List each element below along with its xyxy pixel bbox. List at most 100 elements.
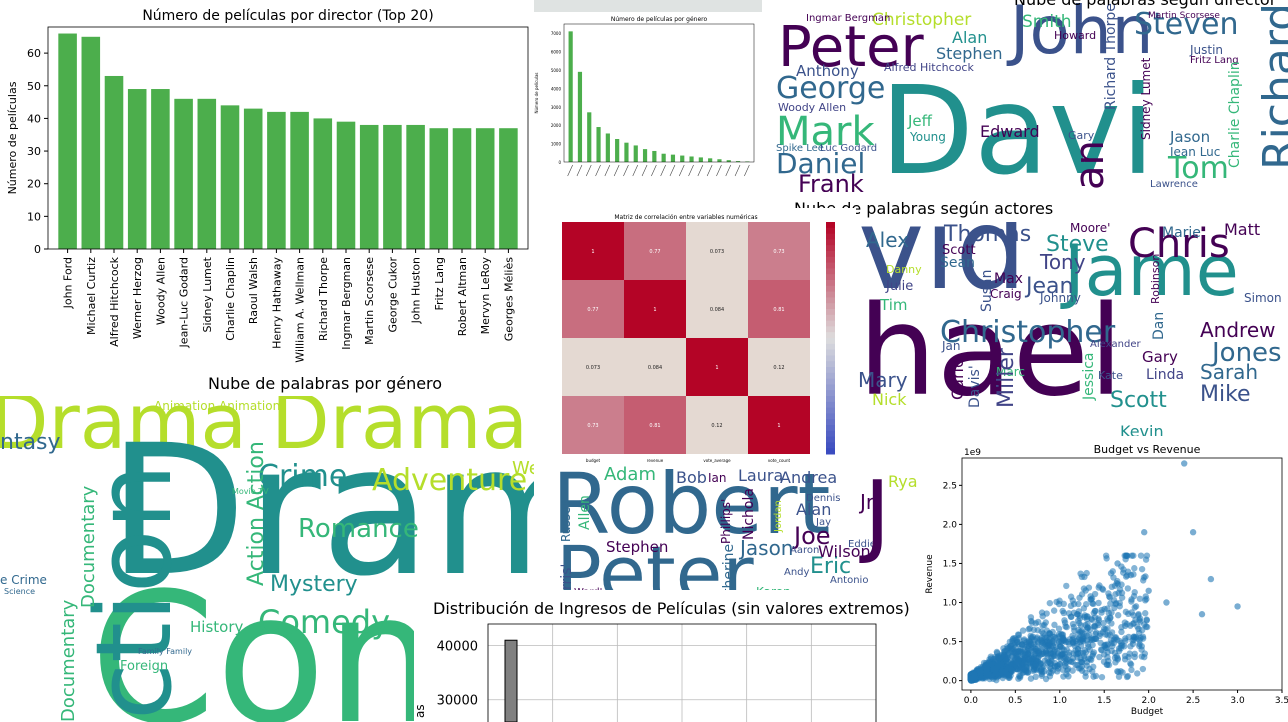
- scatter-point: [1063, 670, 1070, 678]
- y-axis-label-partial: as: [414, 704, 427, 718]
- y-axis-label: Revenue: [925, 554, 935, 594]
- y-tick-label: 10: [27, 210, 41, 223]
- y-axis-label: Número de películas: [6, 81, 19, 194]
- word-cloud-word: Lawrence: [1150, 179, 1198, 190]
- scatter-point: [1070, 600, 1078, 608]
- x-tick-label: vote_average: [703, 458, 731, 463]
- scatter-point: [1015, 647, 1023, 655]
- scatter-point: [1046, 630, 1053, 637]
- word-cloud-word: Alan: [952, 28, 988, 47]
- word-cloud-word: Nick: [872, 390, 907, 409]
- x-tick-label-mark: [576, 164, 583, 177]
- scatter-point: [1084, 624, 1091, 631]
- word-cloud-word: Martin Scorsese: [1148, 11, 1220, 21]
- chart-title: Matriz de correlación entre variables nu…: [614, 214, 757, 221]
- scatter-point: [1108, 629, 1116, 636]
- heatmap-cell-label: 1: [653, 307, 656, 313]
- y-axis-label: Número de películas: [534, 72, 539, 113]
- scatter-point: [1092, 629, 1100, 636]
- scatter-point: [1057, 643, 1064, 650]
- word-cloud-word: Jason: [1170, 128, 1211, 146]
- word-cloud-word: Christopher: [940, 315, 1116, 350]
- word-cloud-word: Johnny: [1040, 291, 1081, 305]
- scatter-point: [1032, 660, 1040, 668]
- heatmap-cell: [686, 338, 748, 396]
- word-cloud-word: Carlo: [948, 358, 967, 400]
- actor-word-cloud: vid hael Jame Chris Christopher Thomas Steve Al…: [856, 222, 1288, 436]
- scatter-point: [1142, 593, 1149, 600]
- scatter-point: [1087, 655, 1094, 663]
- word-cloud-word: Documentary: [58, 599, 79, 722]
- word-cloud-word: Smith: [1022, 12, 1072, 32]
- scatter-point: [1107, 600, 1114, 607]
- scatter-point: [1135, 612, 1142, 619]
- word-cloud-word: e Crime: [0, 573, 47, 587]
- heatmap-cell-label: 0.084: [648, 365, 662, 371]
- word-cloud-word: Allen: [577, 495, 593, 530]
- scatter-point: [1118, 594, 1126, 601]
- bar: [596, 127, 601, 162]
- scatter-point: [1121, 643, 1128, 650]
- bar: [642, 149, 648, 162]
- word-cloud-word: Frank: [798, 170, 864, 192]
- bar: [499, 128, 518, 249]
- word-cloud-word: Mike: [1200, 382, 1251, 407]
- actor-cloud-title: Nube de palabras según actores: [794, 199, 1054, 218]
- word-cloud-word: Jean Luc: [1170, 145, 1221, 159]
- scatter-point: [998, 653, 1005, 660]
- heatmap-cell-label: 0.73: [587, 423, 598, 429]
- scatter-point: [1127, 571, 1135, 579]
- word-cloud-word: Documentary: [78, 485, 99, 608]
- word-cloud-word: Adam: [604, 464, 656, 485]
- scatter-point: [1008, 666, 1016, 674]
- scatter-point: [1046, 599, 1054, 607]
- colorbar-segment: [826, 320, 835, 327]
- colorbar-segment: [826, 436, 835, 443]
- bar: [689, 156, 694, 162]
- scatter-point: [1098, 673, 1106, 681]
- x-tick-label: Ingmar Bergman: [340, 257, 353, 350]
- bar: [290, 111, 309, 249]
- scatter-point: [1127, 660, 1134, 667]
- y-tick-label: 30000: [437, 694, 478, 709]
- colorbar-segment: [826, 367, 835, 374]
- scatter-point: [1089, 641, 1096, 649]
- colorbar-segment: [826, 430, 835, 438]
- scatter-point: [1145, 587, 1152, 594]
- x-tick-label-mark: [567, 164, 573, 177]
- word-cloud-word: Davis': [967, 365, 983, 408]
- scatter-point: [1198, 611, 1206, 618]
- y-tick-label: 0: [558, 160, 561, 165]
- scatter-point: [1082, 669, 1089, 676]
- x-tick-label: John Ford: [62, 257, 75, 309]
- scatter-point: [1136, 595, 1144, 602]
- scatter-point: [1121, 652, 1129, 660]
- x-tick-label: 0.0: [964, 696, 979, 706]
- word-cloud-word: an: [1067, 140, 1113, 190]
- word-cloud-word: Mystery: [270, 572, 358, 597]
- scatter-point: [1118, 628, 1125, 636]
- y-tick-label: 40000: [437, 640, 478, 655]
- word-cloud-word: John: [1010, 0, 1154, 69]
- genre-count-chart: Número de películas por género Número de …: [532, 0, 768, 196]
- scatter-point: [1137, 552, 1145, 559]
- word-cloud-word: hael: [858, 280, 1124, 424]
- word-cloud-word: Russell': [559, 496, 573, 542]
- word-cloud-word: Alex: [866, 228, 910, 252]
- word-cloud-word: Max: [994, 271, 1023, 287]
- colorbar-segment: [826, 401, 835, 409]
- word-cloud-word: Movie TV: [232, 487, 269, 496]
- revenue-histogram: Distribución de Ingresos de Películas (s…: [414, 590, 920, 722]
- plot-frame: [487, 623, 877, 722]
- scatter-point: [1055, 625, 1063, 632]
- colorbar-segment: [826, 396, 835, 403]
- heatmap-cell: [748, 222, 810, 280]
- word-cloud-word: Marc: [996, 365, 1025, 379]
- heatmap-cell: [562, 280, 624, 338]
- chart-title: Distribución de Ingresos de Películas (s…: [433, 599, 910, 618]
- scatter-point: [1114, 654, 1121, 662]
- scatter-point: [1002, 668, 1009, 675]
- scatter-point: [1025, 642, 1032, 649]
- scatter-point: [1115, 589, 1122, 597]
- scatter-point: [1138, 565, 1146, 573]
